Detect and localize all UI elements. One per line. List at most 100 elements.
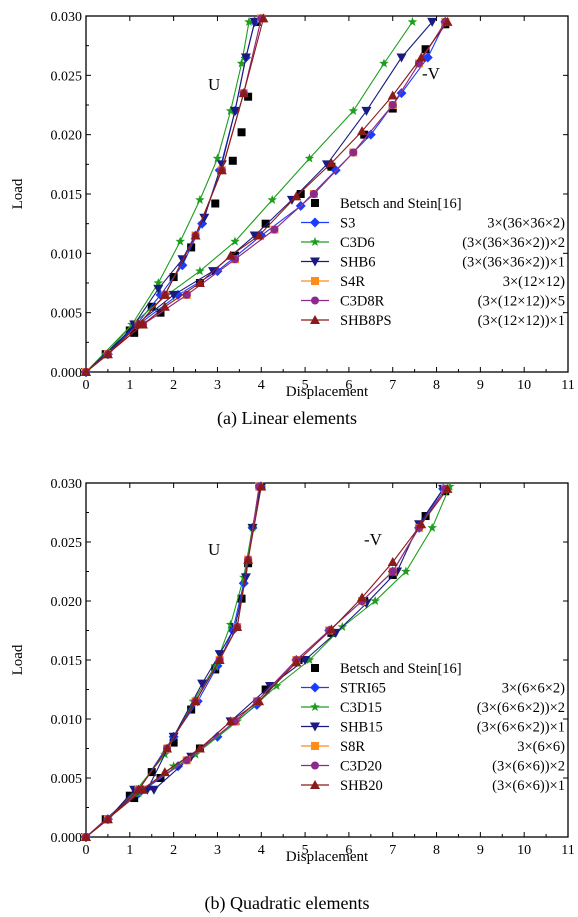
data-point-c3d6-v bbox=[348, 105, 359, 115]
data-point-c3d6-v bbox=[195, 266, 205, 276]
series-line-c3d6-u bbox=[85, 21, 250, 373]
legend-mesh: (3×(12×12))×1 bbox=[478, 313, 565, 329]
data-point-shb15-u bbox=[197, 679, 208, 689]
data-point-shb20-v bbox=[442, 483, 453, 493]
y-tick-label: 0.030 bbox=[51, 477, 83, 492]
legend-item: SHB15 (3×(6×6×2))×1 bbox=[301, 720, 565, 736]
data-point-shb8ps-v bbox=[254, 230, 265, 240]
data-point-shb20-v bbox=[357, 592, 368, 602]
y-tick-label: 0.010 bbox=[51, 713, 83, 728]
legend-item: C3D8R (3×(12×12))×5 bbox=[301, 294, 565, 310]
data-point-shb8ps-u bbox=[238, 88, 249, 98]
data-point-c3d15-v bbox=[427, 522, 437, 532]
x-tick-label: 11 bbox=[561, 378, 574, 393]
x-tick-label: 11 bbox=[561, 843, 574, 858]
data-point-shb15-u bbox=[240, 573, 251, 583]
x-tick-label: 8 bbox=[433, 378, 440, 393]
data-point-c3d8r-v bbox=[309, 190, 318, 198]
legend-item: SHB8PS (3×(12×12))×1 bbox=[301, 313, 565, 329]
data-point-shb15-v bbox=[300, 656, 311, 665]
data-point-shb8ps-v bbox=[387, 90, 398, 100]
y-tick-label: 0.030 bbox=[51, 10, 83, 25]
data-point-shb6-u bbox=[199, 213, 210, 223]
data-point-shb6-u bbox=[229, 106, 240, 116]
x-tick-label: 2 bbox=[170, 378, 177, 393]
legend-marker bbox=[310, 780, 320, 789]
x-tick-label: 5 bbox=[302, 843, 309, 858]
y-tick-label: 0.000 bbox=[51, 831, 83, 846]
data-point-c3d8r-v bbox=[270, 225, 279, 234]
data-point-shb20-v bbox=[137, 784, 148, 794]
data-point-betsch-and-stein-16-v bbox=[421, 512, 430, 521]
legend-label: S4R bbox=[340, 274, 365, 290]
y-tick-label: 0.005 bbox=[51, 772, 83, 787]
legend-label: S8R bbox=[340, 739, 365, 755]
legend-marker bbox=[311, 277, 319, 285]
data-point-c3d15-v bbox=[304, 655, 315, 665]
x-tick-label: 1 bbox=[126, 843, 133, 858]
legend-item: S8R 3×(6×6) bbox=[301, 739, 565, 755]
data-point-shb6-v bbox=[361, 106, 372, 116]
series-line-shb15-u bbox=[85, 486, 261, 838]
data-point-c3d6-u bbox=[244, 16, 254, 26]
data-point-shb8ps-u bbox=[216, 165, 227, 175]
legend-label: S3 bbox=[340, 216, 355, 232]
data-point-betsch-and-stein-16-u bbox=[237, 128, 246, 137]
legend-marker bbox=[311, 296, 319, 305]
legend-marker bbox=[310, 217, 320, 228]
x-axis-label: Displacement bbox=[286, 849, 369, 865]
data-point-shb8ps-u bbox=[190, 230, 201, 240]
legend-marker bbox=[310, 237, 320, 247]
legend-label: C3D8R bbox=[340, 294, 385, 310]
annotation-minus-v: -V bbox=[364, 530, 383, 549]
data-point-c3d6-u bbox=[236, 58, 247, 68]
data-point-c3d6-u bbox=[153, 278, 164, 288]
series-shb8ps bbox=[81, 13, 453, 376]
x-axis: 0 1 2 3 4 5 6 7 8 9 10 11 bbox=[83, 16, 575, 393]
data-point-shb6-v bbox=[427, 17, 438, 27]
x-tick-label: 3 bbox=[214, 378, 221, 393]
data-point-shb8ps-v bbox=[357, 126, 368, 136]
data-point-c3d15-v bbox=[444, 481, 455, 491]
data-point-betsch-and-stein-16-u bbox=[169, 738, 178, 747]
x-tick-label: 9 bbox=[477, 378, 484, 393]
y-axis-label: Load bbox=[10, 178, 26, 209]
data-point-c3d6-u bbox=[212, 153, 223, 163]
data-point-shb20-v bbox=[387, 557, 398, 567]
legend-mesh: 3×(6×6×2) bbox=[502, 681, 565, 697]
data-point-c3d6-v bbox=[407, 16, 418, 26]
y-tick-label: 0.025 bbox=[51, 536, 83, 551]
data-point-shb20-v bbox=[81, 832, 91, 841]
data-point-c3d6-v bbox=[379, 58, 389, 68]
data-point-shb6-u bbox=[153, 284, 164, 294]
series-line-shb20-u bbox=[85, 486, 262, 838]
data-point-s3-v bbox=[365, 129, 376, 140]
data-point-c3d6-v bbox=[230, 236, 240, 246]
legend: Betsch and Stein[16] STRI65 3×(6×6×2) C3D15… bbox=[301, 661, 565, 794]
data-point-shb8ps-v bbox=[194, 278, 205, 287]
legend-marker bbox=[311, 199, 319, 207]
y-tick-label: 0.000 bbox=[51, 366, 83, 381]
data-point-shb20-u bbox=[243, 554, 254, 564]
legend-item: S3 3×(36×36×2) bbox=[301, 216, 565, 232]
data-point-shb8ps-v bbox=[442, 16, 453, 26]
legend-marker bbox=[310, 722, 320, 732]
data-point-shb8ps-v bbox=[159, 301, 170, 311]
y-tick-label: 0.015 bbox=[51, 188, 83, 203]
series-line-s3-u bbox=[85, 21, 256, 373]
x-tick-label: 0 bbox=[83, 378, 90, 393]
annotation-minus-v: -V bbox=[422, 64, 441, 83]
series-line-c3d8r-u bbox=[85, 18, 262, 373]
data-point-shb15-v bbox=[148, 785, 159, 795]
y-tick-label: 0.015 bbox=[51, 654, 83, 669]
x-tick-label: 7 bbox=[389, 378, 396, 393]
legend-item: STRI65 3×(6×6×2) bbox=[301, 681, 565, 697]
legend-marker bbox=[311, 761, 319, 770]
data-point-c3d15-u bbox=[225, 619, 236, 629]
x-tick-label: 4 bbox=[258, 378, 265, 393]
y-axis: 0.000 0.005 0.010 0.015 0.020 0.025 0.030 bbox=[51, 10, 568, 381]
data-point-betsch-and-stein-16-u bbox=[147, 768, 156, 777]
legend-label: SHB6 bbox=[340, 255, 375, 271]
series-line-s8r-u bbox=[85, 486, 260, 838]
